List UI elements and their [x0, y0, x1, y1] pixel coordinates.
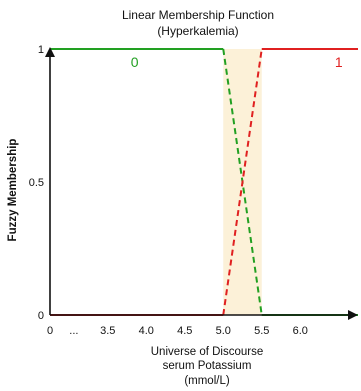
x-axis-label-line-1: Universe of Discourse [151, 346, 263, 358]
x-tick-label-1: ... [69, 325, 78, 337]
y-tick-label-0: 0 [38, 310, 44, 322]
y-tick-label-2: 1 [38, 44, 44, 56]
chart-title: Linear Membership Function [122, 8, 274, 22]
x-tick-label-2: 3.5 [100, 325, 115, 337]
x-tick-label-6: 5.5 [254, 325, 269, 337]
x-tick-label-3: 4.0 [139, 325, 154, 337]
series-name-label-1: 1 [335, 54, 343, 70]
x-axis-label-line-2: serum Potassium [163, 360, 252, 372]
y-axis-arrow [45, 47, 55, 57]
x-axis-arrow [348, 310, 358, 320]
x-tick-label-4: 4.5 [177, 325, 192, 337]
series-name-label-0: 0 [131, 54, 139, 70]
chart-subtitle: (Hyperkalemia) [157, 24, 238, 38]
series-1-segment-1 [222, 48, 263, 316]
y-axis-label: Fuzzy Membership [7, 139, 19, 242]
y-tick-label-1: 0.5 [29, 177, 44, 189]
x-tick-label-5: 5.0 [216, 325, 231, 337]
x-axis-label-line-3: (mmol/L) [184, 375, 230, 387]
x-tick-label-7: 6.0 [293, 325, 308, 337]
x-tick-label-0: 0 [47, 325, 53, 337]
